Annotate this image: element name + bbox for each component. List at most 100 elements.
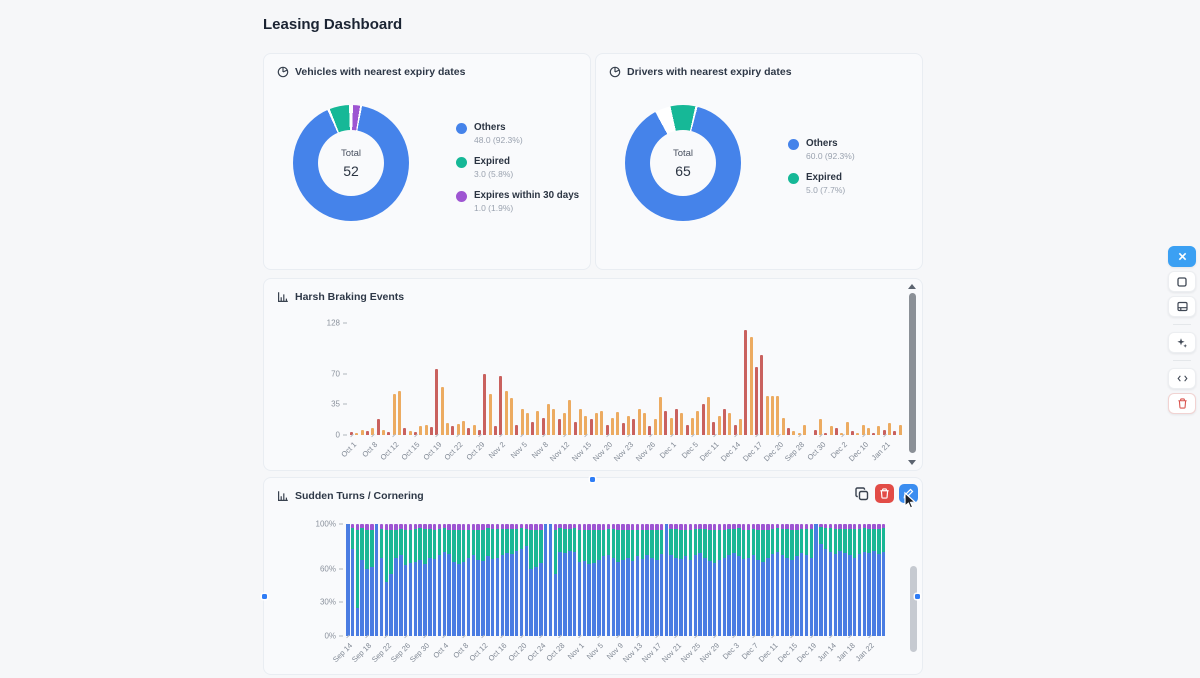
scroll-up-arrow-icon[interactable]	[908, 284, 916, 289]
bar-segment	[727, 524, 731, 529]
y-axis-tick: 70	[331, 369, 347, 378]
bar-segment	[563, 553, 567, 636]
stacked-bar	[712, 524, 717, 636]
bar-segment	[877, 524, 881, 529]
bar-segment	[611, 528, 616, 558]
resize-handle-right[interactable]	[915, 594, 920, 599]
bar-segment	[823, 524, 828, 529]
bar-segment	[650, 524, 654, 530]
sudden-turns-card[interactable]: Sudden Turns / Cornering 0% 30% 60% 100% Sep…	[263, 477, 923, 675]
stacked-bar	[370, 524, 374, 636]
bar-segment	[857, 554, 862, 636]
bar-segment	[384, 582, 389, 636]
mouse-cursor	[904, 491, 917, 509]
bar-segment	[389, 529, 393, 575]
bar-segment	[785, 524, 789, 529]
bar-segment	[572, 552, 577, 636]
stacked-bar	[563, 524, 567, 636]
pie-chart-icon	[277, 66, 289, 78]
insert-card-button[interactable]	[1168, 296, 1196, 317]
vertical-scrollbar[interactable]	[907, 282, 918, 467]
bar-segment	[442, 528, 447, 552]
bar-segment	[756, 524, 760, 530]
scroll-down-arrow-icon[interactable]	[908, 460, 916, 465]
delete-widget-button[interactable]	[875, 484, 894, 503]
bar-segment	[751, 524, 756, 529]
bar	[403, 428, 407, 435]
delete-button[interactable]	[1168, 393, 1196, 414]
bar-segment	[881, 528, 886, 552]
bar	[733, 424, 737, 435]
bar-segment	[365, 524, 369, 530]
code-view-button[interactable]	[1168, 368, 1196, 389]
bar-segment	[756, 529, 760, 560]
bar-segment	[770, 524, 775, 529]
bar	[541, 417, 545, 435]
y-axis-tick: 0	[336, 431, 347, 440]
bar-segment	[635, 556, 640, 636]
bar-segment	[790, 559, 794, 636]
close-button[interactable]	[1168, 246, 1196, 267]
bar-segment	[461, 524, 466, 530]
bar-segment	[423, 524, 427, 529]
stacked-bar	[669, 524, 673, 636]
bar	[515, 424, 519, 435]
bar-segment	[881, 552, 886, 636]
bar-segment	[809, 528, 813, 558]
bar-segment	[582, 524, 587, 530]
bar-segment	[495, 557, 500, 636]
bar-segment	[384, 524, 389, 530]
bar-segment	[799, 528, 804, 554]
bar-segment	[495, 528, 500, 558]
ai-assist-button[interactable]	[1168, 332, 1196, 353]
bar-segment	[510, 554, 514, 636]
donut-total-label: Total	[340, 147, 362, 159]
vehicles-expiry-card[interactable]: Vehicles with nearest expiry dates Total…	[263, 53, 591, 270]
bar	[738, 419, 742, 435]
bar-segment	[683, 529, 688, 557]
bar	[781, 417, 785, 435]
duplicate-button[interactable]	[853, 484, 870, 503]
bar	[653, 419, 657, 435]
bar-segment	[727, 555, 731, 636]
bar-segment	[867, 553, 871, 636]
bar-segment	[761, 562, 765, 636]
bar-segment	[370, 566, 374, 636]
x-axis-tick	[456, 433, 461, 438]
stacked-bar	[799, 524, 804, 636]
stacked-bar	[819, 524, 823, 636]
stacked-bar	[770, 524, 775, 636]
select-button[interactable]	[1168, 271, 1196, 292]
stacked-bar	[452, 524, 456, 636]
legend-color-dot	[456, 123, 467, 134]
stacked-bar	[514, 524, 519, 636]
bar-segment	[539, 524, 543, 530]
stacked-bar	[597, 524, 601, 636]
bar	[744, 330, 748, 435]
donut-cards-row: Vehicles with nearest expiry dates Total…	[263, 53, 923, 270]
stacked-bar	[553, 524, 558, 636]
bar-segment	[717, 524, 722, 530]
bar	[648, 426, 652, 435]
resize-handle-left[interactable]	[262, 594, 267, 599]
bar-segment	[848, 528, 852, 556]
bar-segment	[611, 524, 616, 529]
bar-segment	[457, 524, 461, 530]
resize-handle-top[interactable]	[590, 477, 595, 482]
bar-segment	[852, 528, 857, 558]
scrollbar-thumb[interactable]	[909, 293, 916, 453]
bar-segment	[500, 528, 504, 556]
drivers-expiry-card[interactable]: Drivers with nearest expiry dates Total …	[595, 53, 923, 270]
bar-segment	[635, 529, 640, 557]
scrollbar-thumb[interactable]	[910, 566, 917, 652]
stacked-bar	[645, 524, 649, 636]
bar-segment	[683, 524, 688, 530]
bar-segment	[626, 557, 630, 636]
x-axis-tick	[798, 433, 802, 438]
x-axis-tick	[819, 433, 824, 438]
bar	[754, 366, 758, 435]
drivers-donut-chart: Total 65	[625, 105, 741, 221]
bar-segment	[746, 524, 751, 530]
bar-segment	[852, 557, 857, 636]
